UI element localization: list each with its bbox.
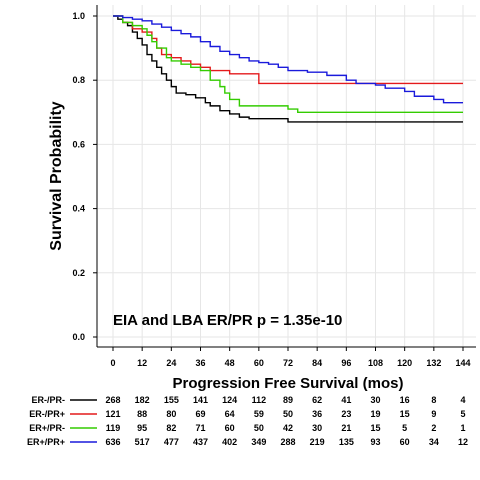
risk-count: 477	[164, 437, 179, 447]
risk-count: 121	[105, 409, 120, 419]
risk-count: 182	[135, 395, 150, 405]
risk-count: 4	[460, 395, 465, 405]
y-tick-label: 0.0	[72, 332, 85, 342]
risk-count: 12	[458, 437, 468, 447]
risk-count: 402	[222, 437, 237, 447]
risk-row-label: ER-/PR+	[29, 409, 65, 419]
x-tick-label: 60	[254, 358, 264, 368]
y-tick-label: 1.0	[72, 11, 85, 21]
risk-count: 93	[370, 437, 380, 447]
x-tick-label: 48	[225, 358, 235, 368]
risk-count: 155	[164, 395, 179, 405]
x-tick-label: 120	[397, 358, 412, 368]
km-curve-erposprneg	[113, 15, 463, 113]
risk-count: 88	[137, 409, 147, 419]
risk-count: 268	[105, 395, 120, 405]
risk-count: 15	[370, 423, 380, 433]
y-tick-label: 0.8	[72, 75, 85, 85]
risk-count: 64	[225, 409, 235, 419]
risk-table: ER-/PR- 268 182 155 141 124 112 89 62 41 30 16 8 4ER-…	[27, 395, 468, 447]
x-axis-title: Progression Free Survival (mos)	[173, 375, 404, 392]
risk-count: 16	[400, 395, 410, 405]
risk-count: 82	[166, 423, 176, 433]
km-curve-ernegprpos	[113, 15, 463, 85]
risk-count: 60	[225, 423, 235, 433]
x-tick-label: 96	[341, 358, 351, 368]
risk-count: 636	[105, 437, 120, 447]
y-tick-label: 0.4	[72, 204, 85, 214]
risk-count: 1	[460, 423, 465, 433]
risk-count: 23	[341, 409, 351, 419]
chart-annotation: EIA and LBA ER/PR p = 1.35e-10	[113, 312, 342, 329]
risk-count: 30	[312, 423, 322, 433]
grid	[97, 5, 476, 347]
risk-count: 60	[400, 437, 410, 447]
x-tick-label: 72	[283, 358, 293, 368]
risk-count: 349	[251, 437, 266, 447]
risk-count: 288	[280, 437, 295, 447]
risk-count: 50	[254, 423, 264, 433]
risk-row-label: ER+/PR+	[27, 437, 65, 447]
risk-count: 219	[310, 437, 325, 447]
risk-count: 59	[254, 409, 264, 419]
km-curve-erposprpos	[113, 15, 463, 104]
risk-count: 69	[195, 409, 205, 419]
x-tick-label: 24	[166, 358, 176, 368]
risk-count: 141	[193, 395, 208, 405]
risk-count: 30	[370, 395, 380, 405]
risk-count: 80	[166, 409, 176, 419]
risk-count: 8	[431, 395, 436, 405]
y-ticks: 0.0 0.2 0.4 0.6 0.8 1.0	[72, 11, 97, 342]
x-tick-label: 144	[455, 358, 470, 368]
x-tick-label: 0	[110, 358, 115, 368]
x-ticks: 0 12 24 36 48 60 72 84 96 108 120 132 144	[110, 347, 471, 368]
risk-count: 2	[431, 423, 436, 433]
risk-count: 71	[195, 423, 205, 433]
x-tick-label: 36	[195, 358, 205, 368]
risk-count: 41	[341, 395, 351, 405]
risk-count: 437	[193, 437, 208, 447]
series-lines	[113, 15, 463, 123]
risk-count: 89	[283, 395, 293, 405]
risk-row-label: ER+/PR-	[29, 423, 65, 433]
risk-count: 124	[222, 395, 237, 405]
risk-count: 34	[429, 437, 439, 447]
y-tick-label: 0.6	[72, 139, 85, 149]
x-tick-label: 108	[368, 358, 383, 368]
risk-count: 119	[106, 423, 121, 433]
risk-count: 112	[252, 395, 267, 405]
x-tick-label: 12	[137, 358, 147, 368]
y-axis-title: Survival Probability	[48, 101, 65, 250]
risk-count: 62	[312, 395, 322, 405]
risk-count: 19	[370, 409, 380, 419]
x-tick-label: 84	[312, 358, 322, 368]
risk-count: 50	[283, 409, 293, 419]
y-tick-label: 0.2	[72, 268, 85, 278]
risk-row-label: ER-/PR-	[32, 395, 66, 405]
risk-count: 9	[431, 409, 436, 419]
risk-count: 15	[400, 409, 410, 419]
risk-count: 5	[460, 409, 465, 419]
risk-count: 21	[341, 423, 351, 433]
risk-count: 36	[312, 409, 322, 419]
risk-count: 42	[283, 423, 293, 433]
x-tick-label: 132	[426, 358, 441, 368]
risk-count: 5	[402, 423, 407, 433]
risk-count: 135	[339, 437, 354, 447]
risk-count: 517	[135, 437, 150, 447]
risk-count: 95	[137, 423, 147, 433]
